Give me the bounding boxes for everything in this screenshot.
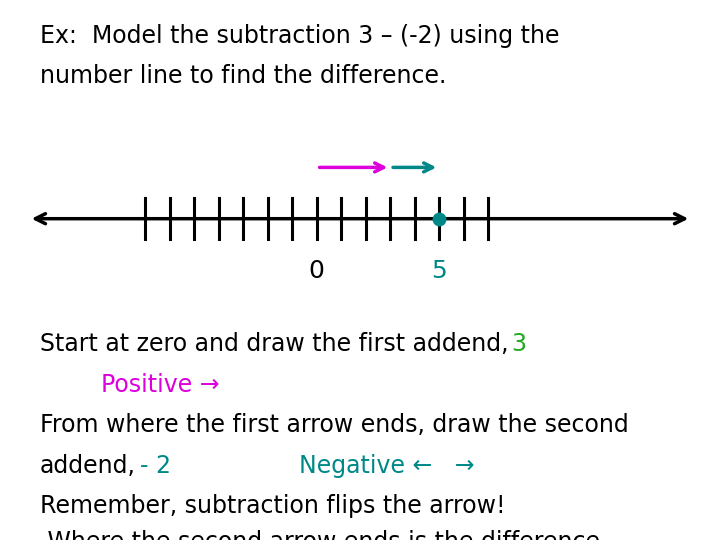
Text: 0: 0: [309, 259, 325, 283]
Text: 5: 5: [431, 259, 447, 283]
Text: Negative ←   →: Negative ← →: [299, 454, 474, 477]
Text: 3: 3: [511, 332, 526, 356]
Text: addend,: addend,: [40, 454, 135, 477]
Text: Where the second arrow ends is the difference: Where the second arrow ends is the diffe…: [40, 530, 600, 540]
Text: - 2: - 2: [140, 454, 171, 477]
Text: Positive →: Positive →: [101, 373, 220, 396]
Text: Remember, subtraction flips the arrow!: Remember, subtraction flips the arrow!: [40, 494, 505, 518]
Text: From where the first arrow ends, draw the second: From where the first arrow ends, draw th…: [40, 413, 629, 437]
Text: number line to find the difference.: number line to find the difference.: [40, 64, 446, 87]
Text: Start at zero and draw the first addend,: Start at zero and draw the first addend,: [40, 332, 516, 356]
Text: Ex:  Model the subtraction 3 – (-2) using the: Ex: Model the subtraction 3 – (-2) using…: [40, 24, 559, 48]
